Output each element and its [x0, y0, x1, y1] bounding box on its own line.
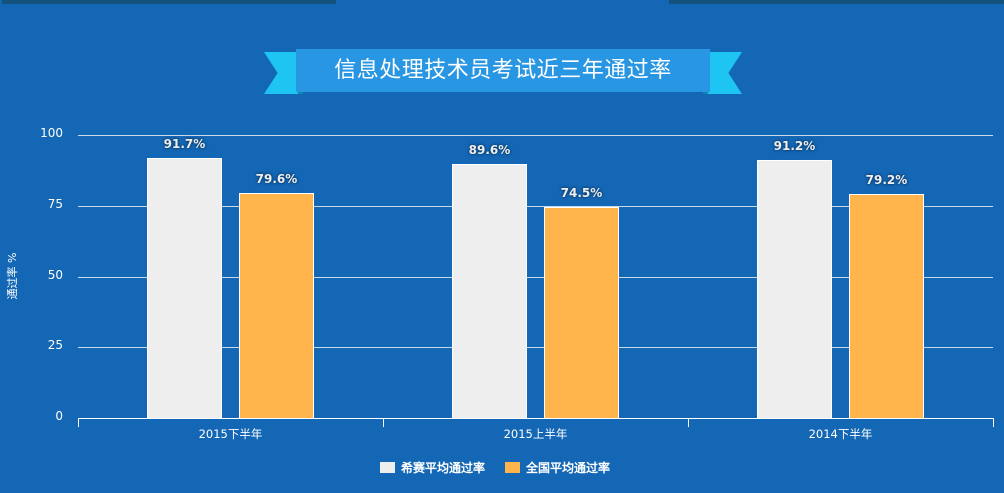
bar-value-label: 89.6%	[468, 143, 511, 158]
legend-swatch-xisai	[380, 462, 395, 473]
gridline	[78, 347, 993, 349]
bar-national[interactable]	[849, 193, 924, 418]
legend-item-national[interactable]: 全国平均通过率	[505, 459, 610, 476]
x-tick-mark	[78, 418, 79, 427]
legend-label-national: 全国平均通过率	[526, 461, 611, 475]
chart-title: 信息处理技术员考试近三年通过率	[296, 49, 710, 92]
ribbon-tail-left	[264, 52, 298, 94]
bar-value-label: 74.5%	[560, 186, 603, 201]
x-tick-mark	[688, 418, 689, 427]
legend-label-xisai: 希赛平均通过率	[401, 461, 486, 475]
x-tick-label: 2014下半年	[808, 427, 873, 441]
x-tick-mark	[383, 418, 384, 427]
legend-swatch-national	[505, 462, 521, 473]
legend-item-xisai[interactable]: 希赛平均通过率	[380, 459, 485, 476]
top-accent-bar-right	[669, 0, 1004, 4]
y-axis-label: 通过率 %	[6, 252, 19, 300]
y-tick-label: 100	[40, 126, 63, 140]
x-tick-label: 2015上半年	[503, 427, 568, 441]
bar-value-label: 79.2%	[865, 172, 908, 187]
ribbon-tail-right	[708, 52, 742, 94]
y-tick-label: 75	[47, 196, 63, 211]
gridline	[78, 205, 993, 207]
bar-xisai[interactable]	[757, 159, 832, 418]
bar-national[interactable]	[239, 192, 314, 418]
bar-national[interactable]	[544, 207, 619, 418]
bar-value-label: 91.2%	[773, 138, 816, 153]
y-tick-label: 25	[47, 338, 63, 353]
y-tick-label: 50	[47, 267, 63, 282]
bar-xisai[interactable]	[147, 158, 222, 418]
top-accent-bar-left	[2, 0, 336, 4]
bar-xisai[interactable]	[452, 164, 527, 418]
x-axis-line	[78, 418, 993, 419]
legend: 希赛平均通过率 全国平均通过率	[380, 459, 610, 476]
gridline	[78, 276, 993, 278]
x-tick-mark	[993, 418, 994, 427]
bar-value-label: 91.7%	[163, 137, 206, 152]
x-tick-label: 2015下半年	[198, 427, 263, 441]
bar-value-label: 79.6%	[255, 171, 298, 186]
title-ribbon: 信息处理技术员考试近三年通过率	[264, 49, 742, 95]
gridline	[78, 135, 993, 136]
y-tick-label: 0	[55, 409, 63, 423]
